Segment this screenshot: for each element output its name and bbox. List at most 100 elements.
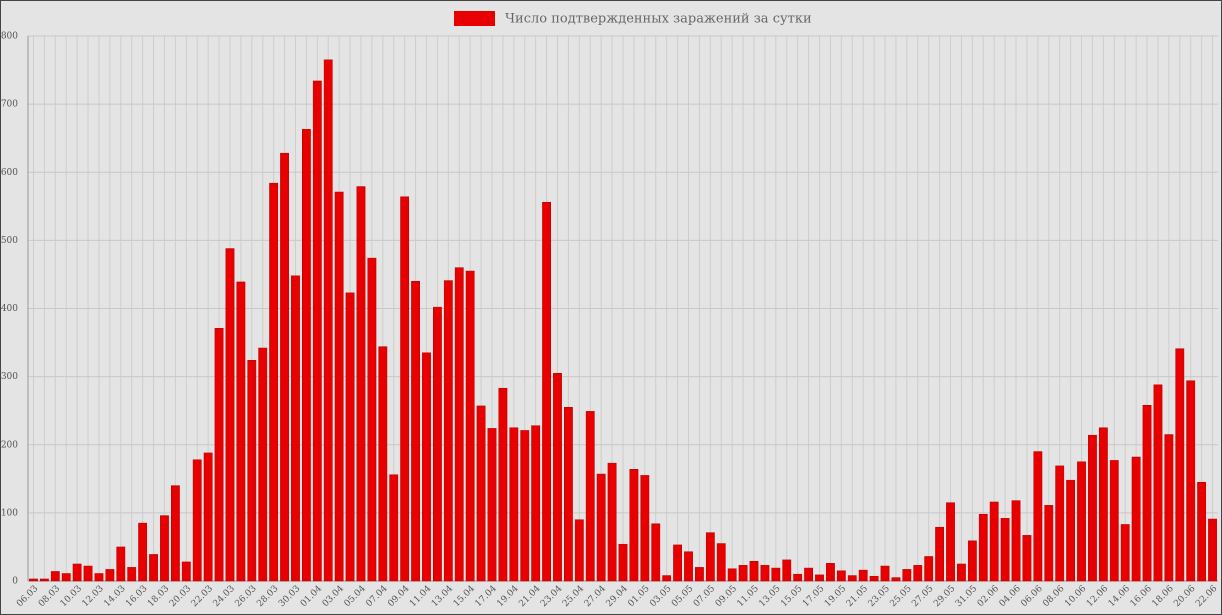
bar <box>509 427 519 582</box>
bar <box>334 191 344 582</box>
bar <box>749 560 759 582</box>
bar <box>291 275 300 582</box>
y-tick-label: 100 <box>1 508 18 518</box>
legend-label: Число подтвержденных заражений за сутки <box>505 12 812 27</box>
bar <box>1033 451 1043 582</box>
bar <box>225 248 235 582</box>
bar <box>596 473 606 582</box>
bar <box>771 567 781 582</box>
bar <box>280 152 289 582</box>
y-tick-label: 300 <box>1 372 18 382</box>
bar <box>1109 460 1119 582</box>
bar <box>782 559 792 582</box>
bar <box>815 574 824 582</box>
bar <box>127 567 137 582</box>
bar <box>542 201 551 582</box>
bar <box>214 328 224 582</box>
bar <box>1011 500 1021 582</box>
bar <box>39 578 49 582</box>
y-tick-label: 0 <box>12 577 18 587</box>
bar <box>170 485 180 582</box>
bar <box>247 360 257 582</box>
bar <box>978 513 988 582</box>
bar <box>574 519 584 582</box>
bar <box>989 501 999 582</box>
bar <box>465 270 475 582</box>
bar <box>531 425 541 582</box>
bar <box>138 522 148 582</box>
bar <box>345 292 355 582</box>
bar <box>1000 518 1010 582</box>
bar <box>804 567 813 582</box>
bar <box>1131 456 1141 582</box>
bar <box>1098 427 1108 582</box>
bar <box>924 556 934 582</box>
bar <box>684 551 693 582</box>
bar <box>585 411 595 582</box>
bar <box>50 571 60 582</box>
bar <box>1044 505 1054 582</box>
bar <box>869 575 879 582</box>
bar <box>29 578 38 582</box>
y-tick-label: 700 <box>1 100 18 110</box>
bar <box>476 405 486 582</box>
bar <box>487 428 497 582</box>
bar <box>61 573 71 582</box>
bar <box>793 573 803 582</box>
bar <box>618 543 628 582</box>
bar <box>72 563 82 582</box>
bar <box>858 569 868 582</box>
bar <box>356 186 366 582</box>
bar <box>1153 384 1163 582</box>
bar <box>1120 524 1130 582</box>
bar <box>149 554 158 582</box>
bar <box>520 430 530 582</box>
bar <box>651 523 661 582</box>
bar <box>105 569 115 582</box>
bar <box>1175 348 1185 582</box>
bar <box>738 565 748 582</box>
bar <box>1077 461 1086 582</box>
bar <box>1066 479 1076 582</box>
bar <box>433 306 442 582</box>
legend-swatch <box>454 11 495 26</box>
bar <box>836 570 846 582</box>
bar <box>673 544 682 582</box>
y-tick-label: 600 <box>1 168 18 178</box>
bar <box>760 565 770 582</box>
bar <box>1197 481 1207 582</box>
y-tick-label: 500 <box>1 236 18 246</box>
bar <box>847 575 857 582</box>
bar <box>1142 404 1152 582</box>
bar <box>323 59 333 582</box>
bar <box>662 575 672 582</box>
bar <box>454 267 464 582</box>
bar <box>422 352 431 582</box>
bar <box>389 474 399 582</box>
bar <box>258 347 268 582</box>
bar <box>880 565 890 582</box>
y-tick-label: 800 <box>1 32 18 42</box>
bar <box>83 565 93 582</box>
bar <box>301 129 311 582</box>
bar <box>498 387 508 582</box>
bar <box>160 515 169 582</box>
bar <box>553 372 562 582</box>
bar <box>378 346 388 582</box>
bar <box>1022 535 1032 582</box>
bar <box>269 182 279 582</box>
bar <box>181 561 191 582</box>
bar <box>367 257 377 582</box>
bar <box>826 563 835 582</box>
bar <box>640 475 650 582</box>
bar <box>1055 465 1065 582</box>
bar <box>705 532 715 582</box>
bar <box>695 567 704 582</box>
bar <box>957 563 966 582</box>
bar <box>891 577 901 582</box>
bar <box>727 568 737 582</box>
bar <box>400 196 410 582</box>
bar <box>203 452 213 582</box>
bar <box>716 543 726 582</box>
